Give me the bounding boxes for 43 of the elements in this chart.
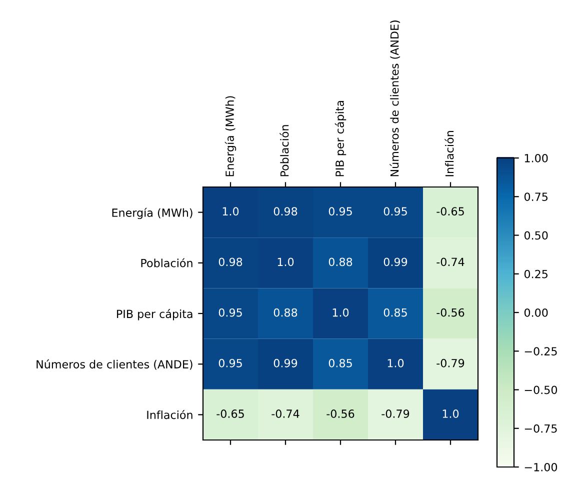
data-label: 0.85 bbox=[328, 358, 352, 368]
data-label: 0.85 bbox=[384, 308, 407, 317]
data-label: 1.0 bbox=[442, 410, 459, 418]
data-label: -0.74 bbox=[272, 410, 300, 418]
color-bar-label: 1.00 bbox=[524, 154, 548, 162]
x-tick-label: Inflación bbox=[444, 131, 454, 176]
data-label: 0.99 bbox=[274, 358, 298, 368]
data-label: 0.95 bbox=[218, 308, 242, 317]
color-bar-label: 0.00 bbox=[524, 308, 548, 317]
y-tick-label: PIB per cápita bbox=[117, 309, 192, 320]
y-tick-label: Números de clientes (ANDE) bbox=[36, 359, 192, 370]
data-label: 1.0 bbox=[388, 358, 404, 368]
x-tick-label: Población bbox=[280, 125, 289, 176]
color-bar-label: −0.50 bbox=[524, 386, 558, 394]
data-label: 1.0 bbox=[278, 258, 294, 266]
y-tick-label: Población bbox=[141, 258, 192, 268]
color-bar-label: 0.25 bbox=[524, 270, 548, 278]
data-label: -0.65 bbox=[436, 207, 464, 216]
y-tick-label: Inflación bbox=[147, 410, 192, 420]
data-label: 0.95 bbox=[384, 207, 407, 216]
data-label: 0.95 bbox=[218, 358, 242, 368]
y-tick-label: Energía (MWh) bbox=[112, 208, 192, 220]
data-label: -0.56 bbox=[326, 410, 354, 418]
color-bar-label: −0.75 bbox=[524, 424, 557, 433]
data-label: -0.79 bbox=[382, 410, 410, 418]
data-label: 1.0 bbox=[222, 207, 239, 216]
color-bar-label: 0.50 bbox=[524, 231, 548, 240]
data-label: 0.88 bbox=[328, 258, 352, 266]
data-label: -0.65 bbox=[216, 410, 244, 418]
data-label: 0.88 bbox=[274, 308, 298, 317]
data-label: -0.74 bbox=[436, 258, 464, 266]
data-label: -0.79 bbox=[436, 358, 464, 368]
x-tick-label: Números de clientes (ANDE) bbox=[390, 20, 400, 176]
data-label: 1.0 bbox=[332, 308, 349, 317]
color-bar-label: −1.00 bbox=[524, 462, 558, 472]
data-label: 0.98 bbox=[218, 258, 242, 266]
x-tick-label: PIB per cápita bbox=[334, 100, 346, 176]
color-bar-label: −0.25 bbox=[524, 347, 557, 356]
data-label: 0.98 bbox=[274, 207, 298, 216]
data-label: -0.56 bbox=[436, 308, 464, 317]
data-label: 0.99 bbox=[384, 258, 408, 266]
data-label: 0.95 bbox=[328, 207, 352, 216]
color-bar-label: 0.75 bbox=[524, 192, 548, 202]
